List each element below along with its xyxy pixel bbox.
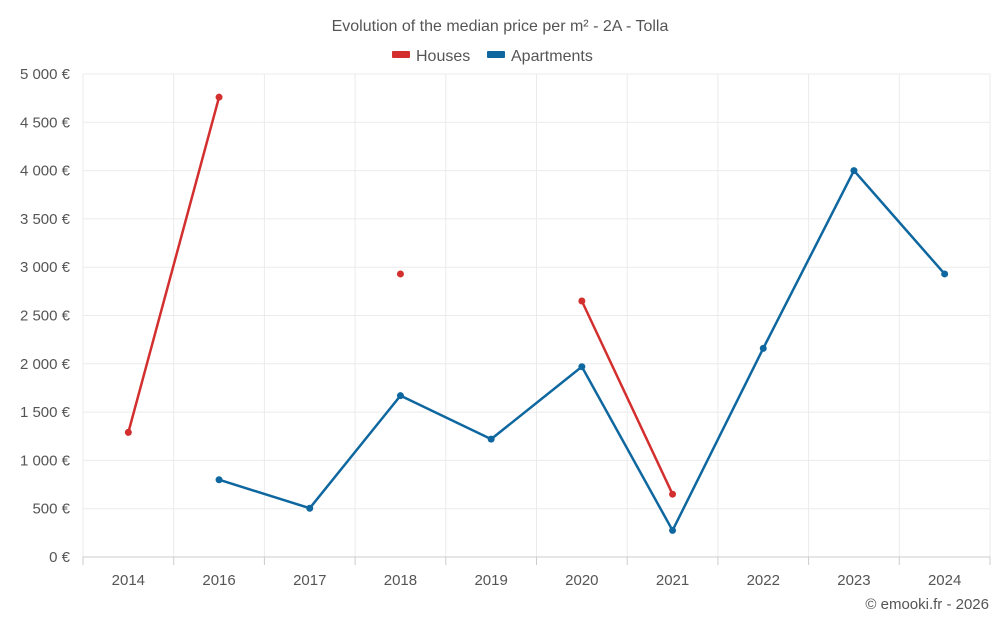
y-tick-label: 3 500 € [20,211,71,228]
y-tick-label: 4 000 € [20,163,71,180]
series [124,93,949,534]
series-line-houses [127,95,221,434]
series-line-apartments [217,169,946,532]
data-point-apartments[interactable] [306,504,314,512]
x-tick-label: 2020 [565,572,598,589]
axes: 0 € 500 € 1 000 € 1 500 € 2 000 € 2 500 € 3 00… [20,66,991,589]
y-tick-label: 2 500 € [20,308,71,325]
y-tick-label: 2 000 € [20,356,71,373]
y-tick-label: 1 500 € [20,404,71,421]
data-point-apartments[interactable] [669,526,677,534]
x-tick-label: 2014 [112,572,145,589]
x-tick-label: 2018 [384,572,417,589]
y-tick-label: 1 000 € [20,452,71,469]
x-tick-label: 2021 [656,572,689,589]
chart-title: Evolution of the median price per m² - 2… [332,18,669,35]
y-tick-label: 500 € [32,501,70,518]
legend: Houses Apartments [392,48,593,65]
series-line-houses [580,299,674,496]
data-point-apartments[interactable] [850,167,858,175]
legend-swatch-houses [392,51,410,58]
data-point-apartments[interactable] [487,435,495,443]
data-point-houses[interactable] [669,490,677,498]
x-tick-label: 2017 [293,572,326,589]
x-tick-label: 2016 [202,572,235,589]
series-houses [124,93,677,498]
data-point-apartments[interactable] [941,270,949,278]
legend-swatch-apartments [487,51,505,58]
legend-label-apartments[interactable]: Apartments [511,48,593,65]
x-tick-label: 2023 [837,572,870,589]
data-point-apartments[interactable] [759,344,767,352]
x-tick-label: 2024 [928,572,961,589]
y-tick-label: 3 000 € [20,259,71,276]
x-tick-label: 2022 [747,572,780,589]
y-tick-label: 5 000 € [20,66,71,83]
data-point-apartments[interactable] [396,392,404,400]
data-point-apartments[interactable] [578,363,586,371]
y-tick-label: 4 500 € [20,114,71,131]
x-tick-label: 2019 [474,572,507,589]
data-point-houses[interactable] [396,270,404,278]
credit-text: © emooki.fr - 2026 [865,596,989,613]
data-point-houses[interactable] [215,93,223,101]
data-point-apartments[interactable] [215,476,223,484]
series-apartments [215,167,949,534]
data-point-houses[interactable] [578,297,586,305]
grid [82,73,991,557]
y-tick-label: 0 € [49,549,71,566]
data-point-houses[interactable] [124,428,132,436]
legend-label-houses[interactable]: Houses [416,48,470,65]
